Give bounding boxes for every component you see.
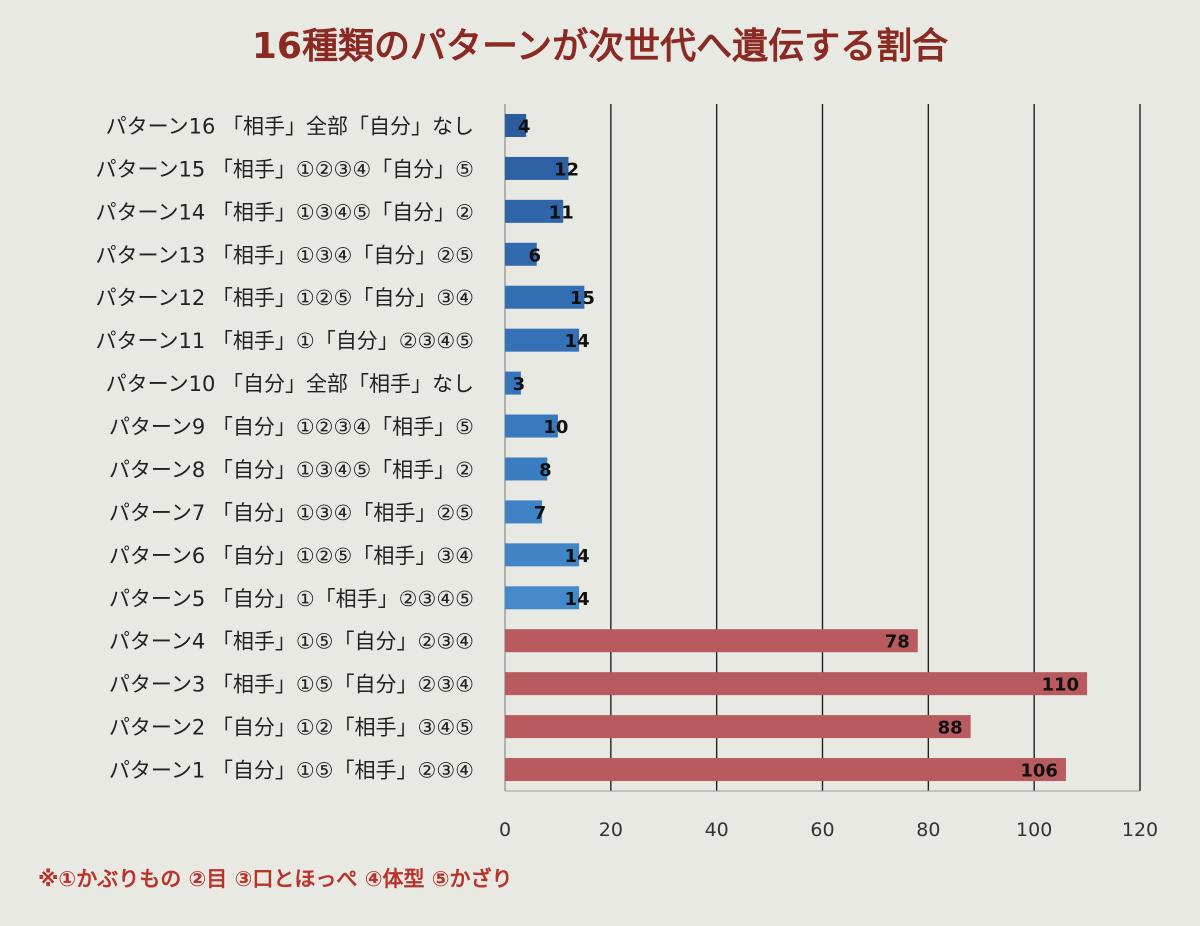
bar xyxy=(505,715,971,739)
x-tick-label: 120 xyxy=(1122,819,1158,841)
data-label: 12 xyxy=(554,159,579,180)
category-label: パターン11 「相手」①「自分」②③④⑤ xyxy=(96,329,474,353)
bars xyxy=(505,113,1088,782)
data-label: 88 xyxy=(938,718,963,739)
data-label: 14 xyxy=(565,589,590,610)
data-label: 3 xyxy=(513,374,526,395)
data-label: 11 xyxy=(549,202,574,223)
bar xyxy=(505,242,537,266)
gridlines xyxy=(504,104,1141,792)
data-label: 110 xyxy=(1042,675,1080,696)
bar xyxy=(505,457,548,481)
bar xyxy=(505,586,580,610)
data-label: 6 xyxy=(528,245,541,266)
bar xyxy=(505,371,521,395)
x-tick-label: 0 xyxy=(499,819,511,841)
category-label: パターン2 「自分」①②「相手」③④⑤ xyxy=(109,716,474,740)
category-label: パターン13 「相手」①③④「自分」②⑤ xyxy=(96,243,474,267)
data-label: 4 xyxy=(518,116,531,137)
chart-title: 16種類のパターンが次世代へ遺伝する割合 xyxy=(252,26,948,67)
category-label: パターン15 「相手」①②③④「自分」⑤ xyxy=(96,157,474,181)
bar xyxy=(505,543,580,567)
x-tick-label: 60 xyxy=(810,819,834,841)
category-label: パターン4 「相手」①⑤「自分」②③④ xyxy=(109,630,474,654)
bar xyxy=(505,199,564,223)
x-tick-label: 100 xyxy=(1016,819,1052,841)
data-label: 10 xyxy=(543,417,568,438)
category-label: パターン6 「自分」①②⑤「相手」③④ xyxy=(109,544,474,568)
data-label: 15 xyxy=(570,288,595,309)
category-label: パターン5 「自分」①「相手」②③④⑤ xyxy=(109,587,474,611)
category-label: パターン12 「相手」①②⑤「自分」③④ xyxy=(96,286,474,310)
bar xyxy=(505,629,918,653)
bar xyxy=(505,500,543,524)
category-label: パターン1 「自分」①⑤「相手」②③④ xyxy=(109,759,474,783)
data-labels: 4 12 11 6 15 14 3 10 8 7 14 14 78 110 88 106 xyxy=(513,116,1079,781)
data-label: 14 xyxy=(565,546,590,567)
category-label: パターン9 「自分」①②③④「相手」⑤ xyxy=(109,415,474,439)
bar xyxy=(505,672,1088,696)
category-label: パターン7 「自分」①③④「相手」②⑤ xyxy=(109,501,474,525)
footnote: ※①かぶりもの ②目 ③口とほっぺ ④体型 ⑤かざり xyxy=(38,867,513,891)
category-label: パターン10 「自分」全部「相手」なし xyxy=(106,372,474,396)
category-label: パターン3 「相手」①⑤「自分」②③④ xyxy=(109,673,474,697)
data-label: 78 xyxy=(885,632,910,653)
bar xyxy=(505,758,1066,782)
data-label: 14 xyxy=(565,331,590,352)
bar xyxy=(505,328,580,352)
category-label: パターン16 「相手」全部「自分」なし xyxy=(106,114,474,138)
x-tick-label: 40 xyxy=(705,819,729,841)
data-label: 7 xyxy=(534,503,547,524)
x-tick-label: 20 xyxy=(599,819,623,841)
data-label: 8 xyxy=(539,460,552,481)
category-label: パターン8 「自分」①③④⑤「相手」② xyxy=(109,458,474,482)
bar xyxy=(505,414,558,438)
x-axis-ticks: 0 20 40 60 80 100 120 xyxy=(499,819,1158,841)
bar xyxy=(505,285,585,309)
x-tick-label: 80 xyxy=(916,819,940,841)
bar xyxy=(505,113,527,137)
data-label: 106 xyxy=(1020,761,1058,782)
bar xyxy=(505,156,569,180)
category-label: パターン14 「相手」①③④⑤「自分」② xyxy=(96,200,474,224)
